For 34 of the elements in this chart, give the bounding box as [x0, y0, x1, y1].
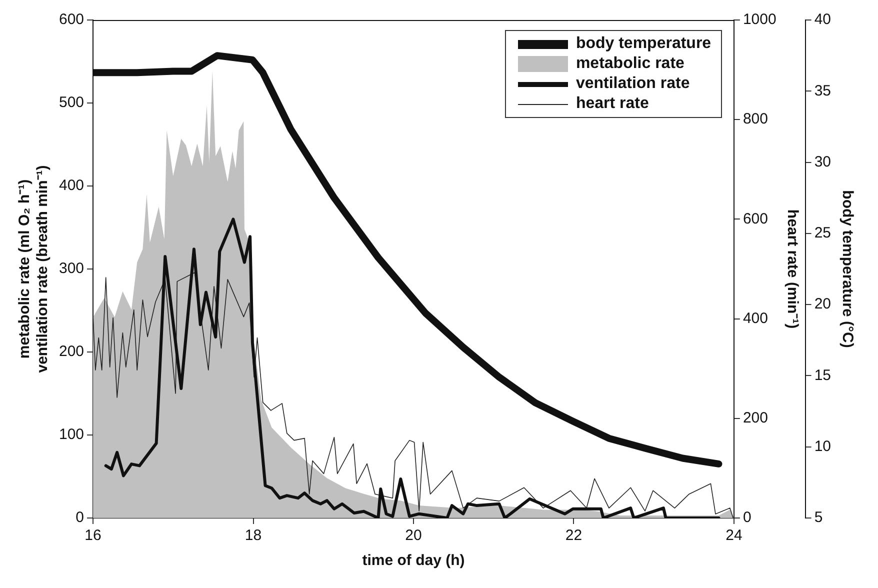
y2-tick-label: 200 — [742, 410, 768, 427]
y3-axis-title: body temperature (°C) — [838, 190, 856, 348]
y3-tick-label: 5 — [814, 509, 823, 526]
x-tick-label: 22 — [565, 527, 582, 544]
y2-axis-title: heart rate (min⁻¹) — [784, 209, 802, 329]
y2-tick-label: 800 — [742, 110, 768, 128]
y-tick-label: 0 — [76, 509, 84, 526]
x-tick-label: 24 — [726, 527, 742, 544]
y2-tick-label: 400 — [742, 310, 768, 327]
y-tick-label: 600 — [58, 11, 84, 28]
y-tick-label: 200 — [58, 343, 84, 360]
y3-tick-label: 30 — [814, 153, 832, 170]
y3-tick-label: 10 — [814, 438, 832, 455]
legend-label: ventilation rate — [576, 74, 690, 94]
y-tick-label: 500 — [58, 94, 84, 112]
y-tick-label: 300 — [58, 260, 84, 278]
y2-tick-label: 1000 — [742, 11, 776, 28]
y-tick-label: 100 — [58, 426, 84, 444]
legend-label: heart rate — [576, 94, 649, 114]
x-tick-label: 16 — [84, 527, 102, 544]
y-tick-label: 400 — [58, 177, 84, 194]
y3-tick-label: 35 — [814, 82, 832, 100]
y3-tick-label: 20 — [814, 296, 832, 313]
x-tick-label: 20 — [405, 527, 422, 544]
y2-tick-label: 0 — [742, 509, 752, 526]
legend-label: body temperature — [576, 34, 712, 54]
y2-tick-label: 600 — [742, 210, 768, 228]
y-axis-title: metabolic rate (ml O₂ h⁻¹) ventilation rate (breath min⁻¹) — [16, 165, 52, 373]
x-tick-label: 18 — [244, 527, 262, 544]
legend-label: metabolic rate — [576, 54, 684, 74]
y3-tick-label: 25 — [814, 224, 832, 242]
x-axis-title: time of day (h) — [362, 552, 465, 570]
y3-tick-label: 15 — [814, 366, 832, 384]
y3-tick-label: 40 — [814, 11, 832, 28]
